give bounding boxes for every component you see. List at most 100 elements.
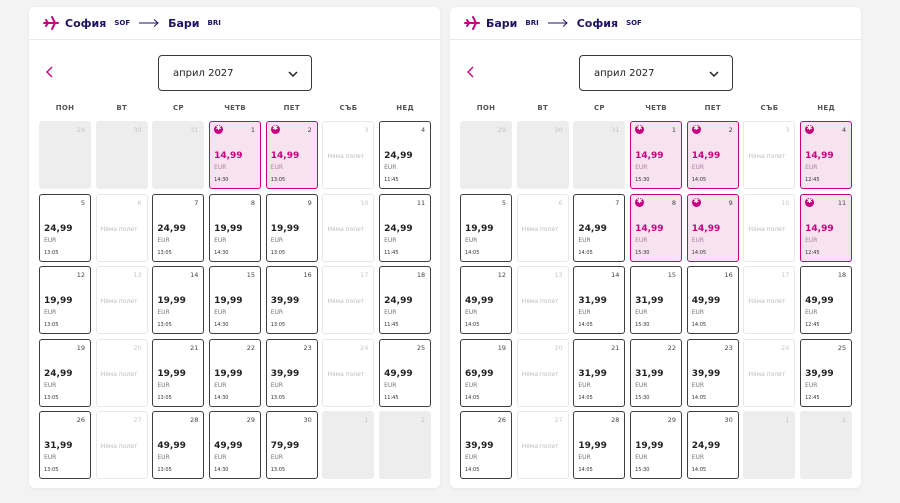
month-dropdown[interactable]: април 2027 [158, 55, 312, 91]
fare-price: 14,99 [805, 223, 834, 234]
day-cell[interactable]: 7 24,99 EUR 14:05 [573, 193, 626, 262]
day-cell[interactable]: 8 19,99 EUR 14:30 [209, 193, 262, 262]
fare-currency: EUR [384, 309, 397, 316]
fare-price: 24,99 [384, 223, 413, 234]
day-cell[interactable]: 5 19,99 EUR 14:05 [460, 193, 512, 262]
departure-time: 14:30 [214, 322, 229, 328]
departure-time: 13:05 [44, 322, 59, 328]
day-number: 30 [724, 416, 733, 424]
day-cell[interactable]: 1 14,99 EUR 14:30 [209, 121, 262, 189]
no-flight-label: Няма полет [100, 225, 138, 233]
day-cell[interactable]: 14 31,99 EUR 14:05 [573, 266, 626, 334]
chevron-left-icon[interactable] [43, 65, 57, 79]
day-cell: 3 Няма полет [322, 121, 375, 189]
day-cell[interactable]: 9 19,99 EUR 13:05 [265, 193, 318, 262]
day-cell[interactable]: 7 24,99 EUR 13:05 [152, 193, 205, 262]
day-number: 16 [303, 271, 312, 279]
day-cell[interactable]: 18 49,99 EUR 12:45 [800, 266, 853, 334]
fare-price: 24,99 [157, 223, 186, 234]
day-cell[interactable]: 26 39,99 EUR 14:05 [460, 411, 512, 479]
day-cell[interactable]: 12 49,99 EUR 14:05 [460, 266, 512, 334]
departure-time: 14:05 [691, 394, 707, 401]
day-cell[interactable]: 25 39,99 EUR 12:45 [800, 338, 853, 407]
day-cell[interactable]: 26 31,99 EUR 13:05 [39, 411, 91, 479]
weekday-label: ВТ [116, 104, 128, 112]
day-cell[interactable]: 29 49,99 EUR 14:30 [209, 411, 262, 479]
day-cell[interactable]: 16 39,99 EUR 13:05 [265, 266, 318, 334]
day-cell[interactable]: 14 19,99 EUR 13:05 [152, 266, 205, 334]
day-number: 27 [554, 416, 563, 424]
day-cell[interactable]: 2 14,99 EUR 14:05 [686, 121, 739, 189]
day-cell[interactable]: 30 79,99 EUR 13:05 [265, 411, 318, 479]
day-cell[interactable]: 29 19,99 EUR 15:30 [630, 411, 683, 479]
no-flight-label: Няма полет [100, 443, 138, 450]
day-number: 19 [76, 343, 85, 352]
day-cell[interactable]: 4 24,99 EUR 11:45 [379, 121, 432, 189]
day-cell[interactable]: 5 24,99 EUR 13:05 [39, 193, 91, 262]
fare-currency: EUR [578, 381, 591, 389]
day-cell[interactable]: 25 49,99 EUR 11:45 [379, 338, 432, 407]
weekday-label: ЧЕТВ [224, 104, 246, 112]
fare-price: 19,99 [270, 223, 300, 234]
chevron-down-icon [708, 69, 720, 79]
day-cell[interactable]: 23 39,99 EUR 14:05 [686, 338, 739, 407]
departure-time: 15:30 [635, 394, 650, 401]
day-number: 3 [785, 126, 790, 134]
fare-price: 39,99 [465, 441, 494, 451]
day-cell[interactable]: 15 31,99 EUR 15:30 [630, 266, 683, 334]
day-cell[interactable]: 19 69,99 EUR 14:05 [460, 338, 512, 407]
day-number: 2 [307, 126, 312, 134]
day-cell[interactable]: 11 24,99 EUR 11:45 [379, 193, 432, 262]
departure-time: 13:05 [270, 467, 286, 473]
day-cell[interactable]: 19 24,99 EUR 13:05 [39, 338, 91, 407]
weekday-label: СР [593, 104, 605, 112]
day-cell[interactable]: 1 14,99 EUR 15:30 [630, 121, 683, 189]
day-cell[interactable]: 9 14,99 EUR 14:05 [686, 193, 739, 262]
day-number: 8 [250, 198, 256, 207]
day-cell[interactable]: 15 19,99 EUR 14:30 [209, 266, 262, 334]
day-cell: 3 Няма полет [743, 121, 796, 189]
day-cell[interactable]: 22 31,99 EUR 15:30 [630, 338, 683, 407]
day-number: 21 [611, 343, 620, 352]
day-number: 29 [497, 126, 506, 134]
fare-price: 14,99 [214, 151, 243, 161]
no-flight-label: Няма полет [748, 225, 786, 233]
no-flight-label: Няма полет [748, 153, 786, 160]
fare-price: 14,99 [635, 223, 664, 234]
day-cell: 27 Няма полет [516, 411, 569, 479]
day-cell[interactable]: 18 24,99 EUR 11:45 [379, 266, 432, 334]
day-cell[interactable]: 2 14,99 EUR 13:05 [265, 121, 318, 189]
day-number: 1 [364, 416, 369, 424]
chevron-left-icon[interactable] [464, 65, 478, 79]
day-cell[interactable]: 21 19,99 EUR 13:05 [152, 338, 205, 407]
day-cell[interactable]: 30 24,99 EUR 14:05 [686, 411, 739, 479]
fare-currency: EUR [270, 309, 284, 316]
day-cell[interactable]: 21 31,99 EUR 14:05 [573, 338, 626, 407]
discount-star-icon [691, 124, 701, 134]
day-cell[interactable]: 12 19,99 EUR 13:05 [39, 266, 91, 334]
day-number: 8 [671, 198, 677, 207]
no-flight-label: Няма полет [521, 443, 559, 450]
day-number: 12 [76, 271, 85, 279]
day-number: 2 [420, 416, 426, 424]
day-number: 20 [554, 343, 563, 352]
weekday-header: ПОН ВТ СР ЧЕТВ ПЕТ СЪБ НЕД [39, 104, 431, 112]
discount-star-icon [214, 124, 224, 134]
fare-price: 49,99 [691, 296, 721, 306]
day-cell[interactable]: 22 19,99 EUR 14:30 [209, 338, 262, 407]
departure-time: 14:05 [465, 249, 480, 256]
departure-time: 15:30 [635, 322, 650, 328]
fare-price: 39,99 [805, 368, 834, 379]
day-cell[interactable]: 28 49,99 EUR 13:05 [152, 411, 205, 479]
day-cell[interactable]: 11 14,99 EUR 12:45 [800, 193, 853, 262]
departure-time: 11:45 [384, 177, 399, 183]
month-dropdown[interactable]: април 2027 [579, 55, 733, 91]
day-cell[interactable]: 8 14,99 EUR 15:30 [630, 193, 683, 262]
day-cell[interactable]: 23 39,99 EUR 13:05 [265, 338, 318, 407]
day-cell[interactable]: 28 19,99 EUR 14:05 [573, 411, 626, 479]
day-cell[interactable]: 4 14,99 EUR 12:45 [800, 121, 853, 189]
return-calendar-panel: Бари BRI София SOF април 2027 ПОН ВТ СР ЧЕТВ П… [450, 7, 861, 488]
day-number: 16 [724, 271, 733, 279]
day-cell[interactable]: 16 49,99 EUR 14:05 [686, 266, 739, 334]
day-cell: 10 Няма полет [743, 193, 796, 262]
